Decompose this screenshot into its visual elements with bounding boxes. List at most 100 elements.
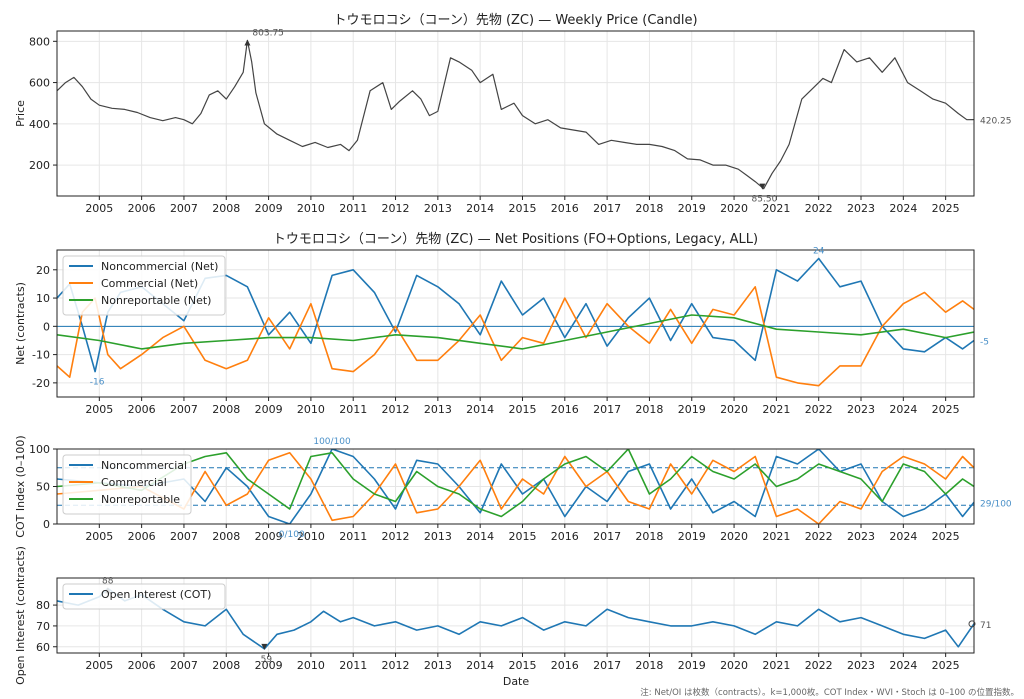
series-line-commercial [57, 451, 974, 524]
x-tick-label: 2007 [170, 403, 198, 416]
min-value-label: 0/100 [279, 530, 305, 540]
y-tick-label: 70 [36, 620, 50, 633]
x-tick-label: 2007 [170, 202, 198, 215]
x-tick-label: 2018 [635, 403, 663, 416]
legend: Noncommercial (Net) Commercial (Net) Nonre… [62, 255, 226, 316]
x-tick-label: 2013 [424, 530, 452, 543]
x-tick-label: 2019 [678, 530, 706, 543]
max-value-label: 100/100 [313, 437, 351, 447]
x-tick-label: 2025 [932, 530, 960, 543]
x-tick-label: 2019 [678, 202, 706, 215]
price-panel: 2005 2006 2007 2008 2009 2010 2011 2012 2013 2014… [14, 13, 1012, 215]
x-tick-label: 2016 [551, 659, 579, 672]
x-tick-label: 2021 [762, 659, 790, 672]
y-tick-label: 0 [43, 518, 50, 531]
x-tick-label: 2013 [424, 659, 452, 672]
x-tick-label: 2016 [551, 202, 579, 215]
x-tick-label: 2009 [255, 659, 283, 672]
x-tick-label: 2025 [932, 403, 960, 416]
x-tick-label: 2005 [85, 659, 113, 672]
x-tick-label: 2012 [382, 530, 410, 543]
x-tick-label: 2024 [889, 530, 917, 543]
x-tick-label: 2006 [128, 403, 156, 416]
x-tick-label: 2011 [339, 659, 367, 672]
x-tick-label: 2021 [762, 403, 790, 416]
legend-label: Commercial (Net) [101, 277, 198, 290]
x-tick-label: 2023 [847, 202, 875, 215]
x-tick-label: 2021 [762, 202, 790, 215]
x-tick-label: 2017 [593, 403, 621, 416]
x-tick-label: 2019 [678, 659, 706, 672]
min-value-label: 59 [261, 655, 273, 665]
x-tick-label: 2013 [424, 202, 452, 215]
x-tick-label: 2017 [593, 202, 621, 215]
x-tick-label: 2021 [762, 530, 790, 543]
x-tick-label: 2014 [466, 659, 494, 672]
legend: Open Interest (COT) [62, 583, 226, 610]
x-tick-label: 2011 [339, 530, 367, 543]
x-grid [98, 578, 947, 653]
y-tick-label: 800 [29, 35, 50, 48]
x-tick-label: 2020 [720, 659, 748, 672]
x-tick-label: 2018 [635, 530, 663, 543]
x-tick-label: 2014 [466, 202, 494, 215]
x-tick-label: 2014 [466, 530, 494, 543]
net-positions-panel: 2005 2006 2007 2008 2009 2010 2011 2012 2013 2014… [14, 232, 989, 416]
y-tick-label: 50 [36, 481, 50, 494]
last-value-label: 71 [980, 621, 991, 631]
legend-box [62, 583, 226, 610]
legend-label: Noncommercial [101, 459, 187, 472]
x-tick-label: 2011 [339, 403, 367, 416]
y-tick-label: 600 [29, 77, 50, 90]
x-tick-label: 2010 [297, 403, 325, 416]
min-value-label: -16 [90, 378, 105, 388]
axes-frame [56, 30, 975, 197]
x-tick-label: 2009 [255, 202, 283, 215]
x-tick-label: 2024 [889, 403, 917, 416]
legend-label: Open Interest (COT) [101, 588, 211, 601]
x-grid [98, 31, 947, 196]
x-tick-label: 2017 [593, 659, 621, 672]
y-tick-label: 80 [36, 599, 50, 612]
x-tick-label: 2010 [297, 659, 325, 672]
x-tick-label: 2017 [593, 530, 621, 543]
y-axis-label: Price [14, 100, 27, 127]
axes-frame [56, 448, 975, 525]
x-tick-label: 2012 [382, 403, 410, 416]
last-value-label: -5 [980, 337, 989, 347]
legend-label: Nonreportable (Net) [101, 294, 211, 307]
x-tick-label: 2014 [466, 403, 494, 416]
x-tick-label: 2020 [720, 403, 748, 416]
x-tick-label: 2022 [805, 530, 833, 543]
x-tick-label: 2007 [170, 530, 198, 543]
cot-index-panel: 2005 2006 2007 2008 2009 2010 2011 2012 2013 2014… [14, 435, 1012, 543]
x-tick-label: 2023 [847, 403, 875, 416]
legend-label: Commercial [101, 476, 167, 489]
x-tick-label: 2020 [720, 530, 748, 543]
y-tick-label: 0 [43, 320, 50, 333]
x-tick-label: 2015 [508, 659, 536, 672]
y-tick-label: 200 [29, 159, 50, 172]
x-tick-label: 2019 [678, 403, 706, 416]
x-tick-label: 2022 [805, 202, 833, 215]
x-tick-label: 2012 [382, 202, 410, 215]
series-line-noncommercial [57, 449, 974, 524]
x-tick-label: 2012 [382, 659, 410, 672]
x-tick-label: 2015 [508, 202, 536, 215]
x-tick-label: 2024 [889, 202, 917, 215]
series-line-nonreportable [57, 449, 974, 518]
legend-label: Noncommercial (Net) [101, 260, 218, 273]
x-tick-label: 2005 [85, 202, 113, 215]
min-value-label: 85.50 [752, 195, 778, 205]
x-tick-label: 2022 [805, 403, 833, 416]
x-tick-label: 2022 [805, 659, 833, 672]
y-axis-label: COT Index (0–100) [14, 435, 27, 537]
x-axis-label: Date [503, 675, 530, 688]
x-tick-label: 2025 [932, 659, 960, 672]
y-tick-label: 20 [36, 264, 50, 277]
x-tick-label: 2016 [551, 530, 579, 543]
x-tick-label: 2006 [128, 659, 156, 672]
y-tick-label: 100 [29, 443, 50, 456]
x-tick-label: 2018 [635, 659, 663, 672]
